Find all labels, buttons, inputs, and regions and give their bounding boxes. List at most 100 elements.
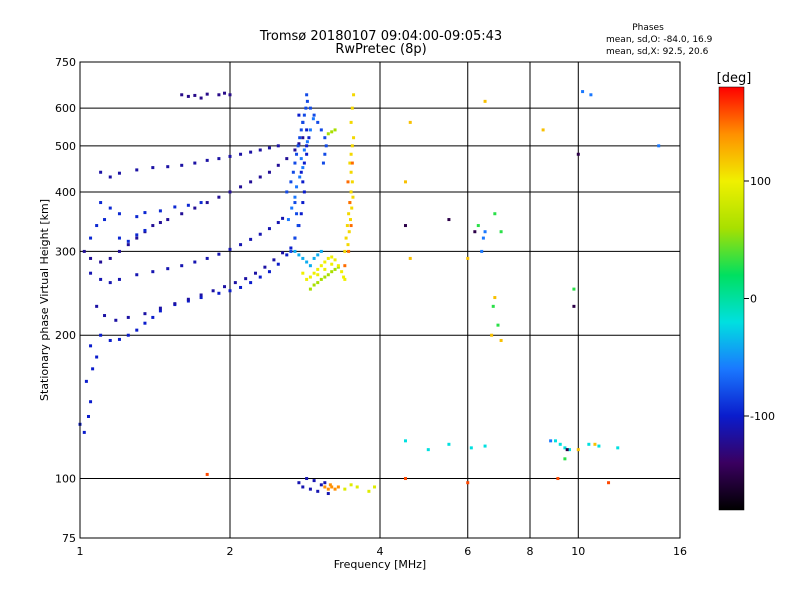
y-tick-label: 100 <box>55 473 76 486</box>
echo-point <box>321 161 325 165</box>
echo-point <box>330 485 334 489</box>
echo-point <box>253 271 257 275</box>
echo-point <box>293 249 297 253</box>
echo-point <box>108 281 112 285</box>
echo-point <box>193 260 197 264</box>
x-tick-label: 8 <box>527 545 534 558</box>
echo-point <box>328 483 332 487</box>
echo-point <box>217 252 221 256</box>
echo-point <box>326 487 330 491</box>
echo-point <box>276 221 280 225</box>
colorbar-tick-label: 100 <box>750 175 771 188</box>
x-tick-label: 4 <box>377 545 384 558</box>
echo-point <box>285 190 289 194</box>
echo-point <box>326 273 330 277</box>
echo-point <box>483 99 487 103</box>
echo-point <box>249 180 253 184</box>
echo-point <box>217 157 221 161</box>
grid-lines <box>80 62 680 538</box>
echo-point <box>403 477 407 481</box>
echo-point <box>166 165 170 169</box>
echo-point <box>345 224 349 228</box>
echo-point <box>323 485 327 489</box>
echo-point <box>567 448 571 452</box>
echo-point <box>349 152 353 156</box>
echo-point <box>311 117 315 121</box>
echo-point <box>330 255 334 259</box>
echo-point <box>333 487 337 491</box>
echo-point <box>597 444 601 448</box>
echo-point <box>336 485 340 489</box>
echo-point <box>447 218 451 222</box>
echo-point <box>350 161 354 165</box>
echo-point <box>319 264 323 268</box>
echo-point <box>553 439 557 443</box>
echo-point <box>316 489 320 493</box>
echo-point <box>228 154 232 158</box>
echo-point <box>348 161 352 165</box>
echo-point <box>166 267 170 271</box>
echo-point <box>285 157 289 161</box>
echo-point <box>302 148 306 152</box>
x-axis-label: Frequency [MHz] <box>334 558 426 571</box>
echo-point <box>496 323 500 327</box>
echo-point <box>151 270 155 274</box>
echo-point <box>350 106 354 110</box>
echo-point <box>587 442 591 446</box>
echo-point <box>108 175 112 179</box>
echo-point <box>295 152 299 156</box>
echo-point <box>299 157 303 161</box>
echo-point <box>276 144 280 148</box>
echo-point <box>89 256 93 260</box>
echo-point <box>576 152 580 156</box>
echo-point <box>481 236 485 240</box>
echo-point <box>305 93 309 97</box>
echo-point <box>576 448 580 452</box>
y-tick-labels: 75 100 200 300 400 500 600 750 <box>55 56 76 545</box>
echo-point <box>616 446 620 450</box>
echo-point <box>349 224 353 228</box>
echo-point <box>158 209 162 213</box>
chart-title-line1: Tromsø 20180107 09:04:00-09:05:43 <box>259 29 502 44</box>
echo-point <box>289 246 293 250</box>
echo-point <box>95 355 99 359</box>
echo-point <box>343 264 347 268</box>
echo-point <box>301 271 305 275</box>
echo-point <box>316 267 320 271</box>
echo-point <box>483 444 487 448</box>
echo-point <box>349 170 353 174</box>
chart-title-line2: RwPretec (8p) <box>335 42 426 57</box>
echo-point <box>296 144 300 148</box>
echo-point <box>308 264 312 268</box>
echo-point <box>558 442 562 446</box>
echo-point <box>158 309 162 313</box>
echo-point <box>333 267 337 271</box>
echo-point <box>347 230 351 234</box>
echo-point <box>323 260 327 264</box>
echo-point <box>351 195 355 199</box>
x-tick-labels: 1 2 4 6 8 10 16 <box>77 545 688 558</box>
echo-point <box>323 152 327 156</box>
echo-point <box>491 304 495 308</box>
echo-point <box>295 185 299 189</box>
echo-point <box>173 302 177 306</box>
echo-point <box>466 256 470 260</box>
echo-point <box>117 236 121 240</box>
echo-point <box>249 150 253 154</box>
echo-point <box>114 318 118 322</box>
echo-point <box>572 304 576 308</box>
echo-point <box>135 328 139 332</box>
echo-point <box>330 130 334 134</box>
echo-point <box>367 489 371 493</box>
echo-point <box>135 273 139 277</box>
echo-point <box>297 113 301 117</box>
echo-point <box>312 256 316 260</box>
echo-point <box>205 256 209 260</box>
echo-point <box>244 277 248 281</box>
echo-point <box>408 256 412 260</box>
echo-point <box>193 206 197 210</box>
echo-point <box>258 148 262 152</box>
phases-title: Phases <box>632 23 664 33</box>
echo-point <box>95 304 99 308</box>
y-tick-label: 300 <box>55 245 76 258</box>
